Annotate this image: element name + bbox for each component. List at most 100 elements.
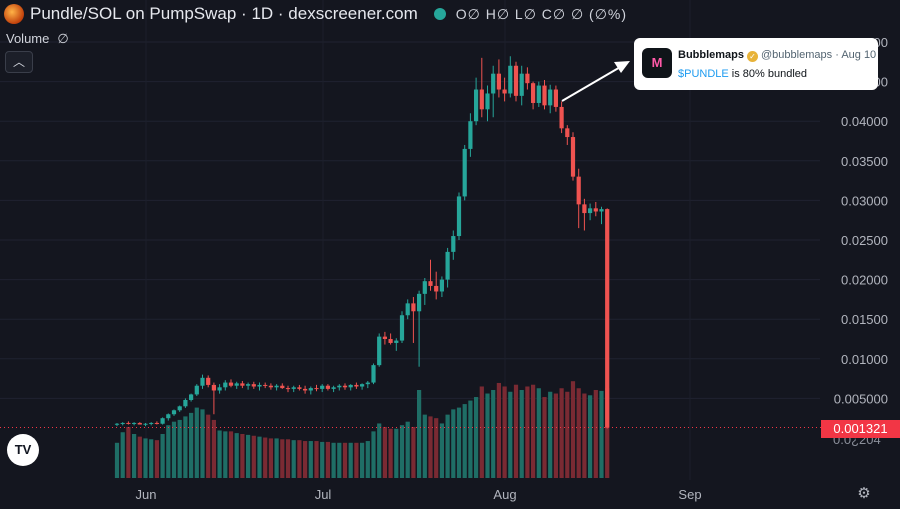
volume-bar bbox=[411, 426, 416, 478]
candle-body bbox=[536, 85, 541, 103]
volume-bar bbox=[132, 434, 137, 478]
volume-bar bbox=[342, 442, 348, 478]
candle-body bbox=[582, 204, 587, 214]
candles bbox=[114, 56, 610, 429]
candle-body bbox=[388, 339, 393, 343]
candle-body bbox=[371, 365, 376, 383]
tweet-header: Bubblemaps ✓ @bubblemaps · Aug 10 bbox=[678, 49, 876, 62]
candle-body bbox=[513, 65, 519, 96]
candle-body bbox=[308, 388, 313, 391]
volume-bar bbox=[183, 416, 188, 478]
candle-body bbox=[132, 422, 137, 424]
x-tick-label: Aug bbox=[493, 487, 516, 502]
volume-bar bbox=[291, 440, 296, 478]
volume-bar bbox=[143, 438, 148, 478]
volume-bar bbox=[314, 441, 319, 478]
volume-bar bbox=[428, 416, 433, 478]
tweet-cashtag[interactable]: $PUNDLE bbox=[678, 68, 729, 80]
volume-bar bbox=[263, 437, 268, 478]
last-price-badge: 0.001321 bbox=[821, 420, 900, 438]
volume-bar bbox=[434, 418, 439, 478]
candle-body bbox=[542, 85, 547, 106]
candle-body bbox=[468, 121, 473, 149]
volume-legend: Volume ∅ bbox=[6, 31, 69, 47]
candle-body bbox=[234, 383, 239, 386]
candle-body bbox=[445, 251, 450, 280]
volume-bar bbox=[285, 439, 291, 478]
volume-bar bbox=[565, 391, 570, 478]
volume-bar bbox=[485, 393, 490, 478]
candle-body bbox=[143, 423, 148, 425]
candle-body bbox=[462, 148, 467, 197]
candle-body bbox=[382, 336, 387, 339]
chart-header: Pundle/SOL on PumpSwap · 1D · dexscreene… bbox=[0, 0, 627, 28]
tweet-date: Aug 10 bbox=[841, 49, 877, 61]
candle-body bbox=[206, 377, 211, 385]
candle-body bbox=[593, 208, 598, 212]
volume-bar bbox=[223, 431, 228, 478]
candle-body bbox=[114, 423, 120, 425]
candle-body bbox=[331, 387, 336, 389]
volume-bar bbox=[325, 441, 330, 478]
tradingview-logo-icon[interactable]: TV bbox=[7, 434, 39, 466]
y-tick-label: 0.02500 bbox=[841, 233, 888, 248]
candle-body bbox=[439, 279, 444, 292]
candle-body bbox=[240, 383, 245, 386]
gear-icon[interactable]: ⚙ bbox=[857, 485, 871, 502]
volume-bar bbox=[189, 412, 194, 478]
candle-body bbox=[605, 209, 610, 428]
tweet-author-name: Bubblemaps bbox=[678, 49, 745, 61]
volume-bar bbox=[588, 395, 593, 478]
volume-bar bbox=[320, 441, 325, 478]
candle-body bbox=[434, 285, 439, 292]
candle-body bbox=[599, 209, 604, 212]
candle-body bbox=[519, 73, 524, 96]
volume-bar bbox=[519, 390, 524, 478]
candle-body bbox=[211, 384, 216, 391]
candle-body bbox=[325, 385, 330, 389]
candle-body bbox=[502, 89, 507, 94]
tweet-body: is 80% bundled bbox=[728, 68, 808, 80]
candle-body bbox=[268, 385, 273, 388]
volume-bar bbox=[382, 426, 387, 478]
volume-bar bbox=[508, 391, 513, 478]
volume-bar bbox=[114, 442, 120, 478]
volume-bar bbox=[399, 425, 405, 478]
tweet-handle: @bubblemaps bbox=[761, 49, 833, 61]
ohlc-readout: O∅ H∅ L∅ C∅ ∅ (∅%) bbox=[455, 5, 628, 22]
volume-bar bbox=[211, 419, 216, 478]
volume-bar bbox=[474, 397, 479, 478]
candle-body bbox=[120, 422, 125, 424]
bubblemaps-avatar: M bbox=[642, 48, 672, 78]
candle-body bbox=[422, 281, 427, 294]
volume-bar bbox=[228, 431, 234, 478]
candle-body bbox=[348, 384, 353, 388]
candle-body bbox=[251, 384, 256, 387]
x-tick-label: Sep bbox=[678, 487, 701, 502]
candle-body bbox=[194, 385, 199, 395]
candle-body bbox=[246, 384, 251, 386]
volume-bar bbox=[257, 436, 262, 478]
volume-bar bbox=[160, 434, 165, 478]
candle-body bbox=[126, 422, 131, 424]
volume-bar bbox=[525, 386, 530, 478]
volume-bar bbox=[377, 423, 382, 478]
volume-bar bbox=[251, 435, 256, 478]
x-axis-ticks: Jun Jul Aug Sep bbox=[136, 487, 702, 502]
candle-body bbox=[223, 382, 228, 388]
volume-bar bbox=[371, 431, 376, 478]
candle-body bbox=[451, 236, 456, 252]
volume-bar bbox=[280, 439, 285, 478]
x-tick-label: Jul bbox=[315, 487, 332, 502]
volume-bar bbox=[240, 434, 245, 478]
volume-bar bbox=[149, 439, 154, 478]
candle-body bbox=[137, 422, 142, 425]
volume-label: Volume bbox=[6, 31, 50, 46]
volume-bar bbox=[154, 440, 159, 478]
volume-bar bbox=[491, 390, 496, 478]
y-tick-label: 0.005000 bbox=[834, 391, 888, 406]
candle-body bbox=[200, 377, 205, 386]
collapse-legend-button[interactable]: ︿ bbox=[5, 51, 33, 73]
candle-body bbox=[189, 394, 194, 400]
